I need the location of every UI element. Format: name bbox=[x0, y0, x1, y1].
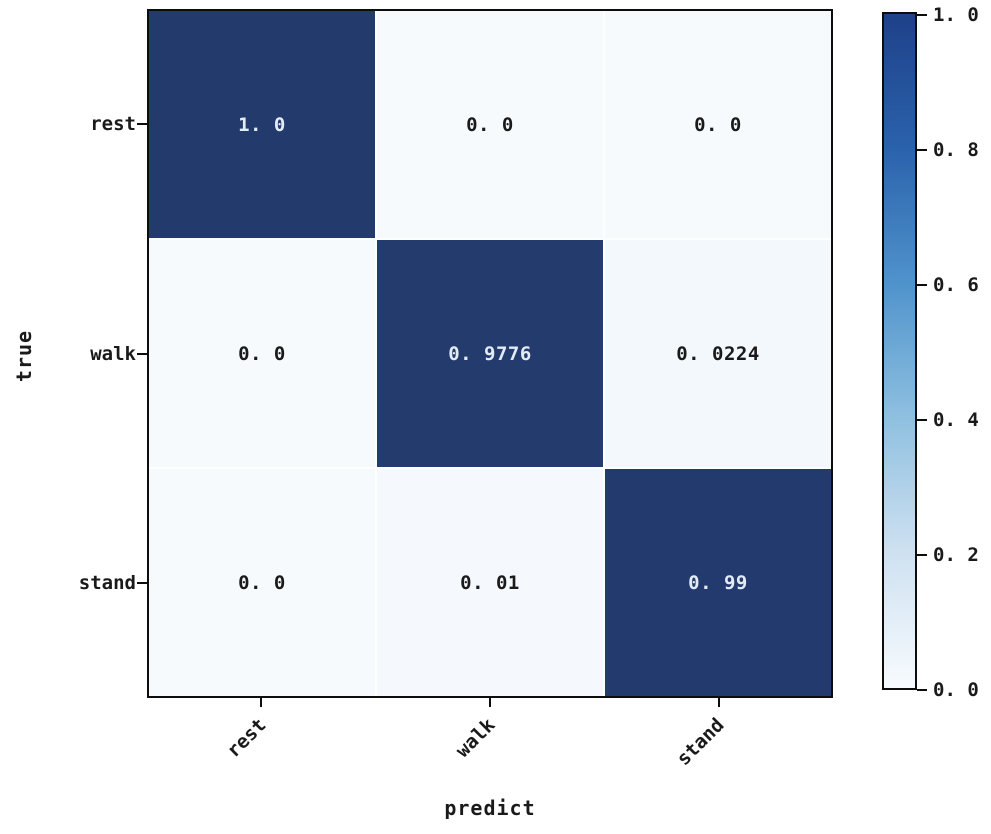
x-axis-tick-mark bbox=[489, 698, 491, 707]
matrix-cell: 0. 0 bbox=[377, 11, 603, 238]
matrix-cell: 0. 0224 bbox=[605, 240, 831, 467]
y-axis-tick-mark bbox=[137, 582, 147, 585]
colorbar-tick-label: 0. 2 bbox=[933, 544, 979, 566]
cell-value: 0. 0 bbox=[238, 342, 286, 365]
plot-area: 1. 0 0. 0 0. 0 0. 0 0. 9776 0. 0224 0. 0 0. 01 0… bbox=[147, 9, 833, 698]
colorbar-tick-mark bbox=[917, 689, 927, 691]
y-axis-tick-mark bbox=[137, 122, 147, 125]
matrix-cell: 1. 0 bbox=[149, 11, 375, 238]
matrix-cell: 0. 0 bbox=[149, 469, 375, 696]
colorbar bbox=[882, 12, 917, 690]
y-axis-tick-label: walk bbox=[90, 342, 136, 365]
colorbar-tick-label: 0. 4 bbox=[933, 409, 979, 431]
cell-value: 0. 99 bbox=[688, 571, 748, 594]
colorbar-tick-label: 1. 0 bbox=[933, 4, 979, 26]
colorbar-tick-mark bbox=[917, 149, 927, 151]
x-axis-tick-label: rest bbox=[222, 714, 271, 762]
x-axis-tick-mark bbox=[260, 698, 263, 707]
matrix-cell: 0. 0 bbox=[149, 240, 375, 467]
cell-value: 0. 0 bbox=[238, 571, 286, 594]
y-axis-tick-label: stand bbox=[78, 572, 136, 595]
colorbar-tick-label: 0. 6 bbox=[933, 274, 979, 296]
cell-value: 0. 0224 bbox=[676, 342, 760, 365]
colorbar-tick-mark bbox=[917, 284, 927, 286]
cell-value: 0. 01 bbox=[460, 571, 520, 594]
matrix-cell: 0. 01 bbox=[377, 469, 603, 696]
cell-value: 0. 0 bbox=[694, 113, 742, 136]
x-axis-tick-label: walk bbox=[451, 714, 500, 762]
cell-value: 1. 0 bbox=[238, 113, 286, 136]
colorbar-tick-label: 0. 0 bbox=[933, 679, 979, 701]
y-axis-tick-mark bbox=[137, 352, 147, 355]
matrix-cell: 0. 99 bbox=[605, 469, 831, 696]
matrix-cell: 0. 0 bbox=[605, 11, 831, 238]
y-axis-label: true bbox=[12, 329, 36, 383]
x-axis-tick-label: stand bbox=[672, 714, 729, 771]
colorbar-tick-mark bbox=[917, 14, 927, 16]
matrix-grid: 1. 0 0. 0 0. 0 0. 0 0. 9776 0. 0224 0. 0 0. 01 0… bbox=[149, 11, 831, 696]
y-axis-tick-label: rest bbox=[90, 112, 136, 135]
colorbar-tick-mark bbox=[917, 554, 927, 556]
x-axis-tick-mark bbox=[717, 698, 720, 707]
colorbar-tick-mark bbox=[917, 419, 927, 421]
cell-value: 0. 0 bbox=[466, 113, 514, 136]
cell-value: 0. 9776 bbox=[448, 342, 532, 365]
x-axis-label: predict bbox=[444, 796, 536, 820]
colorbar-tick-label: 0. 8 bbox=[933, 139, 979, 161]
matrix-cell: 0. 9776 bbox=[377, 240, 603, 467]
